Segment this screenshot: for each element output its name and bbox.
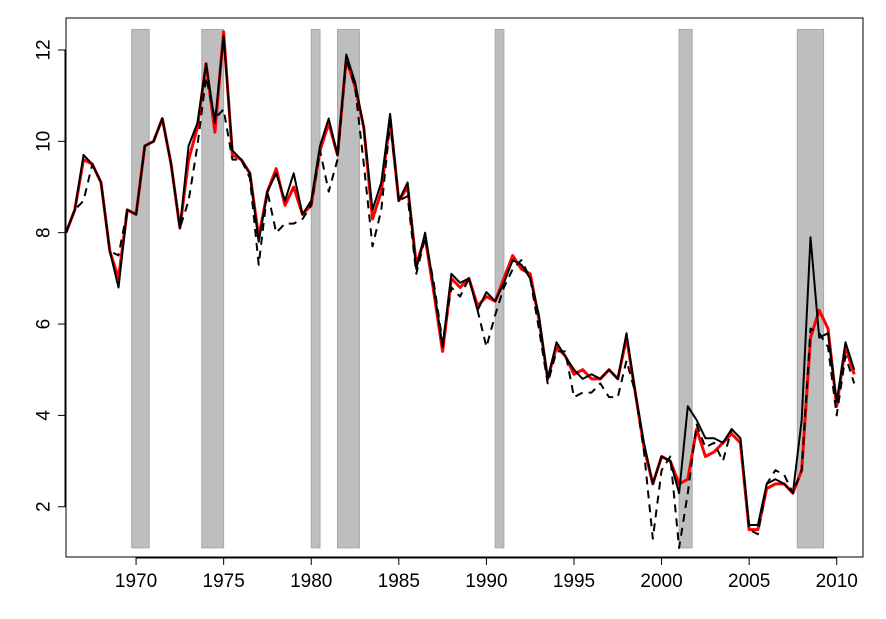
shaded-region-6 xyxy=(678,28,693,549)
y-tick-label-12: 12 xyxy=(34,39,55,60)
y-tick-label-2: 2 xyxy=(34,501,55,512)
shaded-region-1 xyxy=(131,28,150,549)
y-tick-label-4: 4 xyxy=(34,410,55,421)
x-tick-label-1970: 1970 xyxy=(115,571,157,592)
shaded-region-3 xyxy=(310,28,321,549)
x-tick-label-1990: 1990 xyxy=(465,571,507,592)
y-tick-label-8: 8 xyxy=(34,227,55,238)
x-tick-label-1975: 1975 xyxy=(203,571,245,592)
series-black-dashed-line xyxy=(65,58,856,549)
x-tick-label-1985: 1985 xyxy=(378,571,420,592)
shaded-region-2 xyxy=(201,28,225,549)
shaded-region-4 xyxy=(337,28,360,549)
series-black-solid-line xyxy=(65,35,856,526)
series-red-line xyxy=(64,30,856,532)
axes-layer: 1970 1975 1980 1985 1990 1995 2000 2005 2010 2 4 6 8… xyxy=(34,39,858,592)
x-tick-label-2005: 2005 xyxy=(728,571,770,592)
x-tick-label-1980: 1980 xyxy=(290,571,332,592)
y-tick-label-6: 6 xyxy=(34,319,55,330)
recession-shading-layer xyxy=(131,28,825,549)
y-tick-label-10: 10 xyxy=(34,131,55,152)
series-layer xyxy=(64,30,856,549)
plot-frame xyxy=(65,17,864,558)
x-tick-label-2000: 2000 xyxy=(640,571,682,592)
x-tick-label-2010: 2010 xyxy=(816,571,858,592)
x-tick-label-1995: 1995 xyxy=(553,571,595,592)
